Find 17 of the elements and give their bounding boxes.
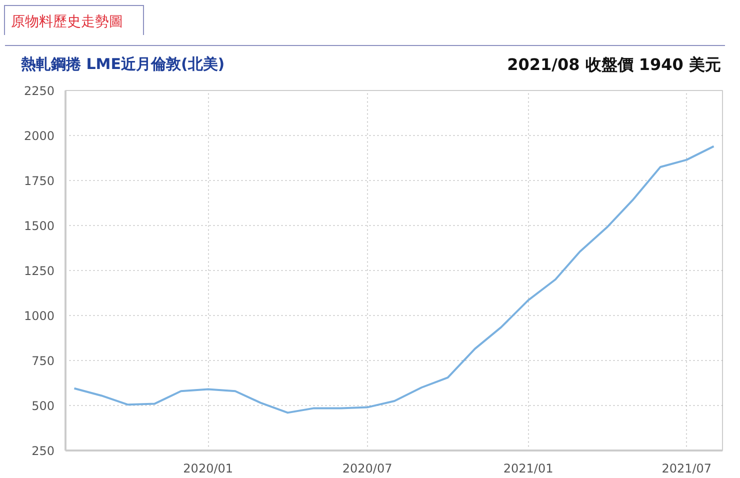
chart-subtitle: 熱軋鋼捲 LME近月倫敦(北美) <box>21 54 225 75</box>
x-tick-label: 2021/07 <box>662 462 712 476</box>
y-tick-label: 2250 <box>24 84 55 98</box>
y-tick-label: 1500 <box>24 219 55 233</box>
x-tick-label: 2020/07 <box>342 462 392 476</box>
y-tick-label: 250 <box>32 444 54 458</box>
line-series <box>73 145 715 414</box>
y-tick-label: 500 <box>32 399 54 413</box>
x-tick-label: 2020/01 <box>183 462 234 476</box>
y-tick-label: 1750 <box>24 174 55 188</box>
y-tick-label: 2000 <box>24 129 55 143</box>
chart-title: 原物料歷史走勢圖 <box>11 13 123 32</box>
y-tick-label: 1000 <box>24 309 55 323</box>
text: 2021/08 收盤價 1940 美元 <box>507 54 721 76</box>
x-tick-label: 2021/01 <box>503 462 554 476</box>
y-tick-label: 750 <box>32 354 54 368</box>
y-tick-label: 1250 <box>24 264 55 278</box>
